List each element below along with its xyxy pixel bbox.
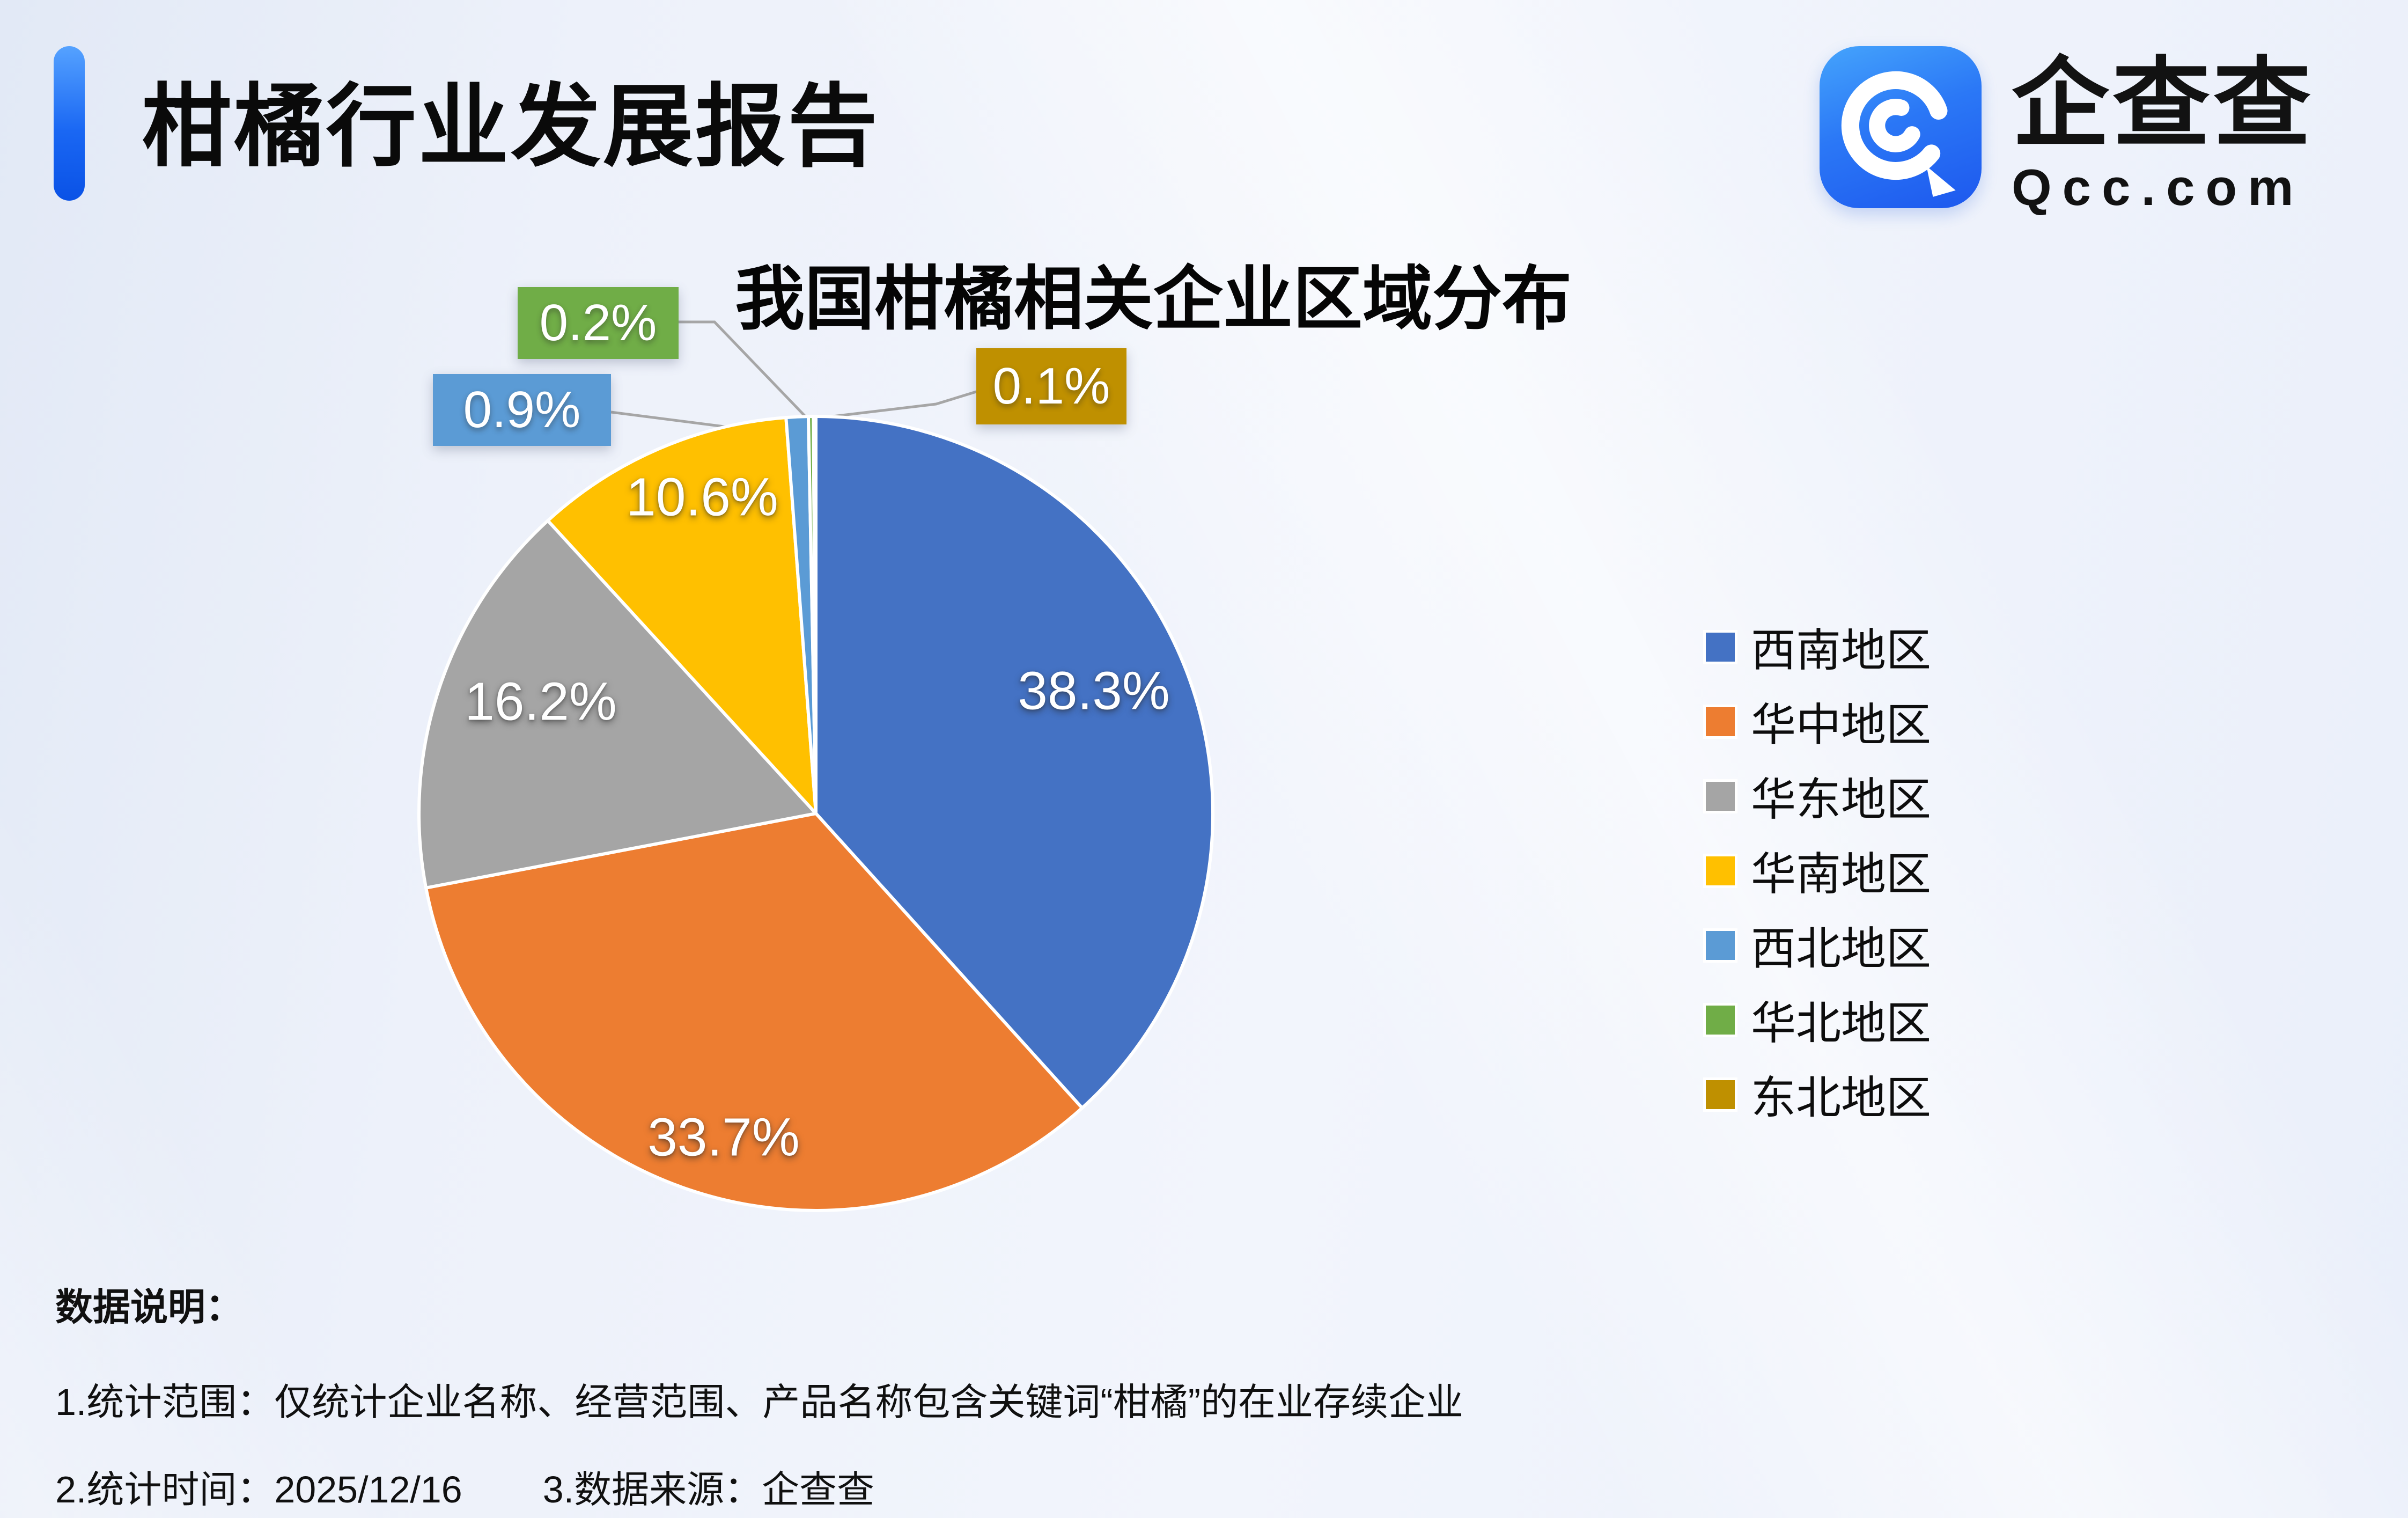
legend-marker: [1706, 1080, 1735, 1109]
footnote-source: 3.数据来源：企查查: [542, 1469, 875, 1510]
logo-domain: Qcc.com: [2012, 159, 2304, 216]
legend-label: 西北地区: [1751, 923, 1932, 974]
page-title: 柑橘行业发展报告: [142, 76, 880, 177]
legend-marker: [1706, 781, 1735, 811]
footnotes: 数据说明： 1.统计范围：仅统计企业名称、经营范围、产品名称包含关键词“柑橘”的…: [55, 1277, 1463, 1514]
pie-slice-西南地区: [814, 415, 1214, 1110]
legend-marker: [1706, 856, 1735, 885]
pie-slice-东北地区: [812, 415, 818, 815]
slice-label-华南地区: 10.6%: [626, 467, 778, 527]
legend-item-西北地区: 西北地区: [1706, 908, 1931, 982]
slice-label-西南地区: 38.3%: [1018, 661, 1170, 721]
chart-title: 我国柑橘相关企业区域分布: [734, 260, 1572, 338]
qcc-logo-text: 企查查 Qcc.com: [2012, 46, 2314, 214]
qcc-logo: 企查查 Qcc.com: [1820, 46, 2314, 214]
legend-marker: [1706, 1005, 1735, 1035]
pie-slice-华东地区: [417, 519, 818, 890]
legend-item-华东地区: 华东地区: [1706, 759, 1931, 833]
slice-label-华中地区: 33.7%: [647, 1107, 800, 1168]
footnote-heading: 数据说明：: [55, 1286, 243, 1328]
pie-slice-华中地区: [424, 812, 1084, 1212]
qcc-logo-icon: [1820, 46, 1982, 208]
footnote-meta: 2.统计时间：2025/12/16 3.数据来源：企查查: [55, 1460, 1463, 1514]
legend-label: 西南地区: [1751, 625, 1932, 676]
callout-label-西北地区: 0.9%: [433, 374, 611, 446]
legend-label: 华北地区: [1751, 998, 1932, 1048]
legend-label: 华中地区: [1751, 700, 1932, 750]
slice-label-华东地区: 16.2%: [465, 671, 617, 732]
legend-item-东北地区: 东北地区: [1706, 1057, 1931, 1132]
legend-label: 东北地区: [1751, 1073, 1932, 1123]
pie-slice-华南地区: [546, 416, 818, 815]
callout-label-华北地区: 0.2%: [518, 287, 679, 359]
legend-marker: [1706, 632, 1735, 662]
footnote-time: 2.统计时间：2025/12/16: [55, 1469, 462, 1510]
chart-legend: 西南地区华中地区华东地区华南地区西北地区华北地区东北地区: [1706, 610, 1931, 1132]
legend-item-华中地区: 华中地区: [1706, 684, 1931, 759]
title-accent-bar: [54, 46, 85, 201]
legend-label: 华南地区: [1751, 849, 1932, 899]
callout-line-东北地区: [819, 390, 977, 420]
legend-marker: [1706, 707, 1735, 736]
legend-item-华北地区: 华北地区: [1706, 982, 1931, 1057]
footnote-scope: 1.统计范围：仅统计企业名称、经营范围、产品名称包含关键词“柑橘”的在业存续企业: [55, 1381, 1463, 1423]
callout-label-东北地区: 0.1%: [976, 348, 1126, 424]
legend-item-西南地区: 西南地区: [1706, 610, 1931, 684]
legend-label: 华东地区: [1751, 774, 1932, 825]
legend-marker: [1706, 930, 1735, 960]
callout-line-华北地区: [679, 320, 810, 421]
legend-item-华南地区: 华南地区: [1706, 833, 1931, 908]
logo-wordmark: 企查查: [2012, 49, 2314, 158]
